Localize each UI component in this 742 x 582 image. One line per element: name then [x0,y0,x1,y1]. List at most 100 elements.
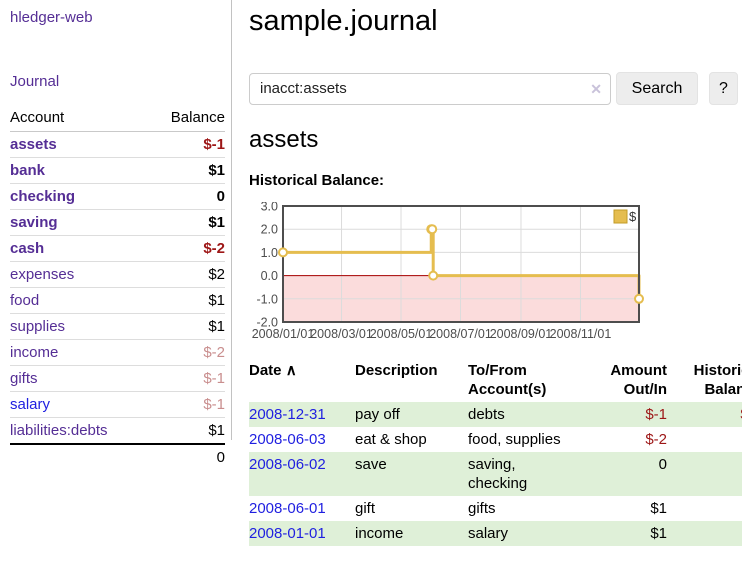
sidebar: hledger-web Journal Account Balance asse… [0,0,232,470]
register-header-date[interactable]: Date ∧ [249,362,297,379]
register-row: 2008-12-31 pay off debts $-1 $-1 [249,402,742,427]
register-table: Date ∧ Description To/From Account(s) Am… [249,359,742,546]
account-link[interactable]: saving [10,214,58,231]
register-row: 2008-06-01 gift gifts $1 $2 [249,496,742,521]
accounts-header-balance: Balance [148,106,225,132]
account-balance: $-2 [148,339,225,366]
x-tick-label: 2008/11/01 [550,327,612,341]
app-brand-link[interactable]: hledger-web [10,9,93,26]
transaction-accounts: gifts [468,500,496,517]
transaction-date-link[interactable]: 2008-01-01 [249,525,326,542]
transaction-accounts: saving, checking [468,456,528,492]
transaction-amount: $1 [650,525,667,542]
search-input[interactable] [249,72,611,105]
search-button[interactable]: Search [616,72,698,105]
account-balance: $1 [148,313,225,340]
data-point-marker [428,270,439,281]
accounts-header-account: Account [10,106,149,132]
account-row: liabilities:debts $1 [10,417,225,445]
register-header-amount: Amount Out/In [610,362,667,398]
transaction-description: income [355,525,404,542]
account-balance: $1 [148,209,225,236]
chart-title: Historical Balance: [249,172,385,189]
account-row: bank $1 [10,157,225,184]
transaction-description: pay off [355,406,400,423]
account-link[interactable]: liabilities:debts [10,422,108,439]
transaction-description: gift [355,500,376,517]
account-link[interactable]: expenses [10,266,75,283]
account-link[interactable]: supplies [10,318,66,335]
transaction-description: save [355,456,387,473]
account-balance: $1 [148,157,225,184]
x-tick-label: 2008/09/01 [490,327,553,341]
account-row: saving $1 [10,209,225,236]
account-row: income $-2 [10,339,225,366]
register-row: 2008-06-02 save saving, checking 0 $2 [249,452,742,496]
register-header-row: Date ∧ Description To/From Account(s) Am… [249,359,742,402]
transaction-amount: $1 [650,500,667,517]
account-link[interactable]: income [10,344,59,361]
transaction-accounts: debts [468,406,505,423]
register-row: 2008-01-01 income salary $1 $1 [249,521,742,546]
search-form: ✕ Search ? [249,72,738,105]
transaction-date-link[interactable]: 2008-06-03 [249,431,326,448]
y-tick-label: -1.0 [256,292,278,306]
transaction-amount: 0 [658,456,667,473]
transaction-date-link[interactable]: 2008-12-31 [249,406,326,423]
sort-ascending-icon: ∧ [285,362,297,379]
data-point-marker [634,293,644,304]
account-row: salary $-1 [10,391,225,418]
x-tick-label: 2008/07/01 [429,327,492,341]
transaction-date-link[interactable]: 2008-06-01 [249,500,326,517]
accounts-total-row: 0 [10,443,225,470]
balance-chart-svg: $3.0 2.0 1.0 0.0 -1.0 -2.02008/01/012008/03/0… [252,200,644,341]
accounts-total-spacer [10,443,149,470]
accounts-header-row: Account Balance [10,106,225,132]
transaction-amount: $-1 [645,406,667,423]
register-table-body: 2008-12-31 pay off debts $-1 $-1 2008-06… [249,402,742,546]
account-balance: $-1 [148,365,225,392]
x-tick-label: 2008/03/01 [310,327,373,341]
transaction-balance: $2 [667,496,742,521]
account-link[interactable]: bank [10,162,46,179]
help-button[interactable]: ? [709,72,738,105]
main-content: sample.journal ✕ Search ? assets Histori… [233,0,742,546]
account-balance: 0 [148,183,225,210]
legend-swatch [613,209,628,224]
account-balance: $-1 [148,131,225,158]
sidebar-item-journal[interactable]: Journal [10,73,60,90]
x-tick-label: 2008/01/01 [252,327,315,341]
accounts-table: Account Balance assets $-1 bank $1 check… [10,106,225,470]
register-header-description: Description [355,362,438,379]
account-link[interactable]: assets [10,136,57,153]
data-point-marker [278,247,288,258]
transaction-balance: $2 [667,452,742,496]
legend-label: $ [629,209,637,224]
transaction-balance: 0 [667,427,742,452]
page-title: sample.journal [249,5,438,37]
account-row: food $1 [10,287,225,314]
account-row: expenses $2 [10,261,225,288]
account-link[interactable]: cash [10,240,45,257]
account-balance: $-1 [148,391,225,418]
transaction-date-link[interactable]: 2008-06-02 [249,456,326,473]
account-balance: $2 [148,261,225,288]
account-link[interactable]: checking [10,188,76,205]
search-clear-icon[interactable]: ✕ [590,80,602,97]
data-point-marker [427,224,438,235]
account-balance: $1 [148,287,225,314]
account-balance: $-2 [148,235,225,262]
y-tick-label: 1.0 [261,246,278,260]
register-row: 2008-06-03 eat & shop food, supplies $-2… [249,427,742,452]
accounts-total-value: 0 [148,443,225,470]
transaction-balance: $-1 [667,402,742,427]
x-tick-label: 2008/05/01 [370,327,433,341]
accounts-table-body: assets $-1 bank $1 checking 0 saving $1 … [10,131,225,445]
account-link[interactable]: food [10,292,40,309]
transaction-balance: $1 [667,521,742,546]
y-tick-label: -2.0 [256,316,278,330]
account-row: assets $-1 [10,131,225,158]
account-link[interactable]: salary [10,396,51,413]
plot-border [282,205,640,323]
account-link[interactable]: gifts [10,370,38,387]
